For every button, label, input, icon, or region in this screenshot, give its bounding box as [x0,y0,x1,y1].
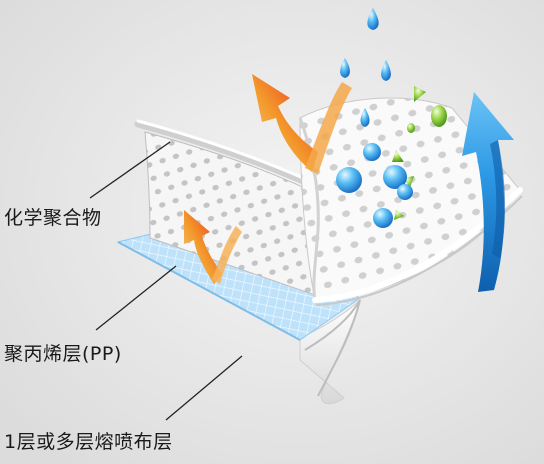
droplet-small-3 [381,60,391,81]
droplet-small-4 [360,108,370,127]
green-particle-4 [392,150,404,162]
label-chemical-polymer: 化学聚合物 [4,207,102,229]
leader-line-polymer [89,141,171,199]
orange-arrow-small [184,210,222,284]
green-particle-6 [394,210,404,220]
droplet-small-1 [367,8,379,30]
bead-2 [336,167,362,193]
leader-line-meltblown [165,355,243,421]
bead-5 [373,208,393,228]
label-meltblown-layer: 1层或多层熔喷布层 [4,431,173,453]
green-particle-2 [431,105,447,127]
orange-arrow-large [252,74,318,172]
pp-mesh-edge [117,241,301,341]
green-particle-1 [414,86,426,102]
bottom-curl-edge [304,299,361,397]
orange-arrow-large-tail [305,82,352,174]
bead-4 [397,184,413,200]
meltblown-left-layer [144,131,331,301]
leader-line-pp [95,265,177,331]
orange-arrow-small-tail [212,226,242,284]
droplet-small-2 [340,58,350,78]
label-polypropylene-layer: 聚丙烯层(PP) [4,343,122,365]
green-particle-3 [407,123,415,133]
blue-arrow-fold [490,140,506,258]
bead-3 [383,165,407,189]
bead-1 [363,143,381,161]
